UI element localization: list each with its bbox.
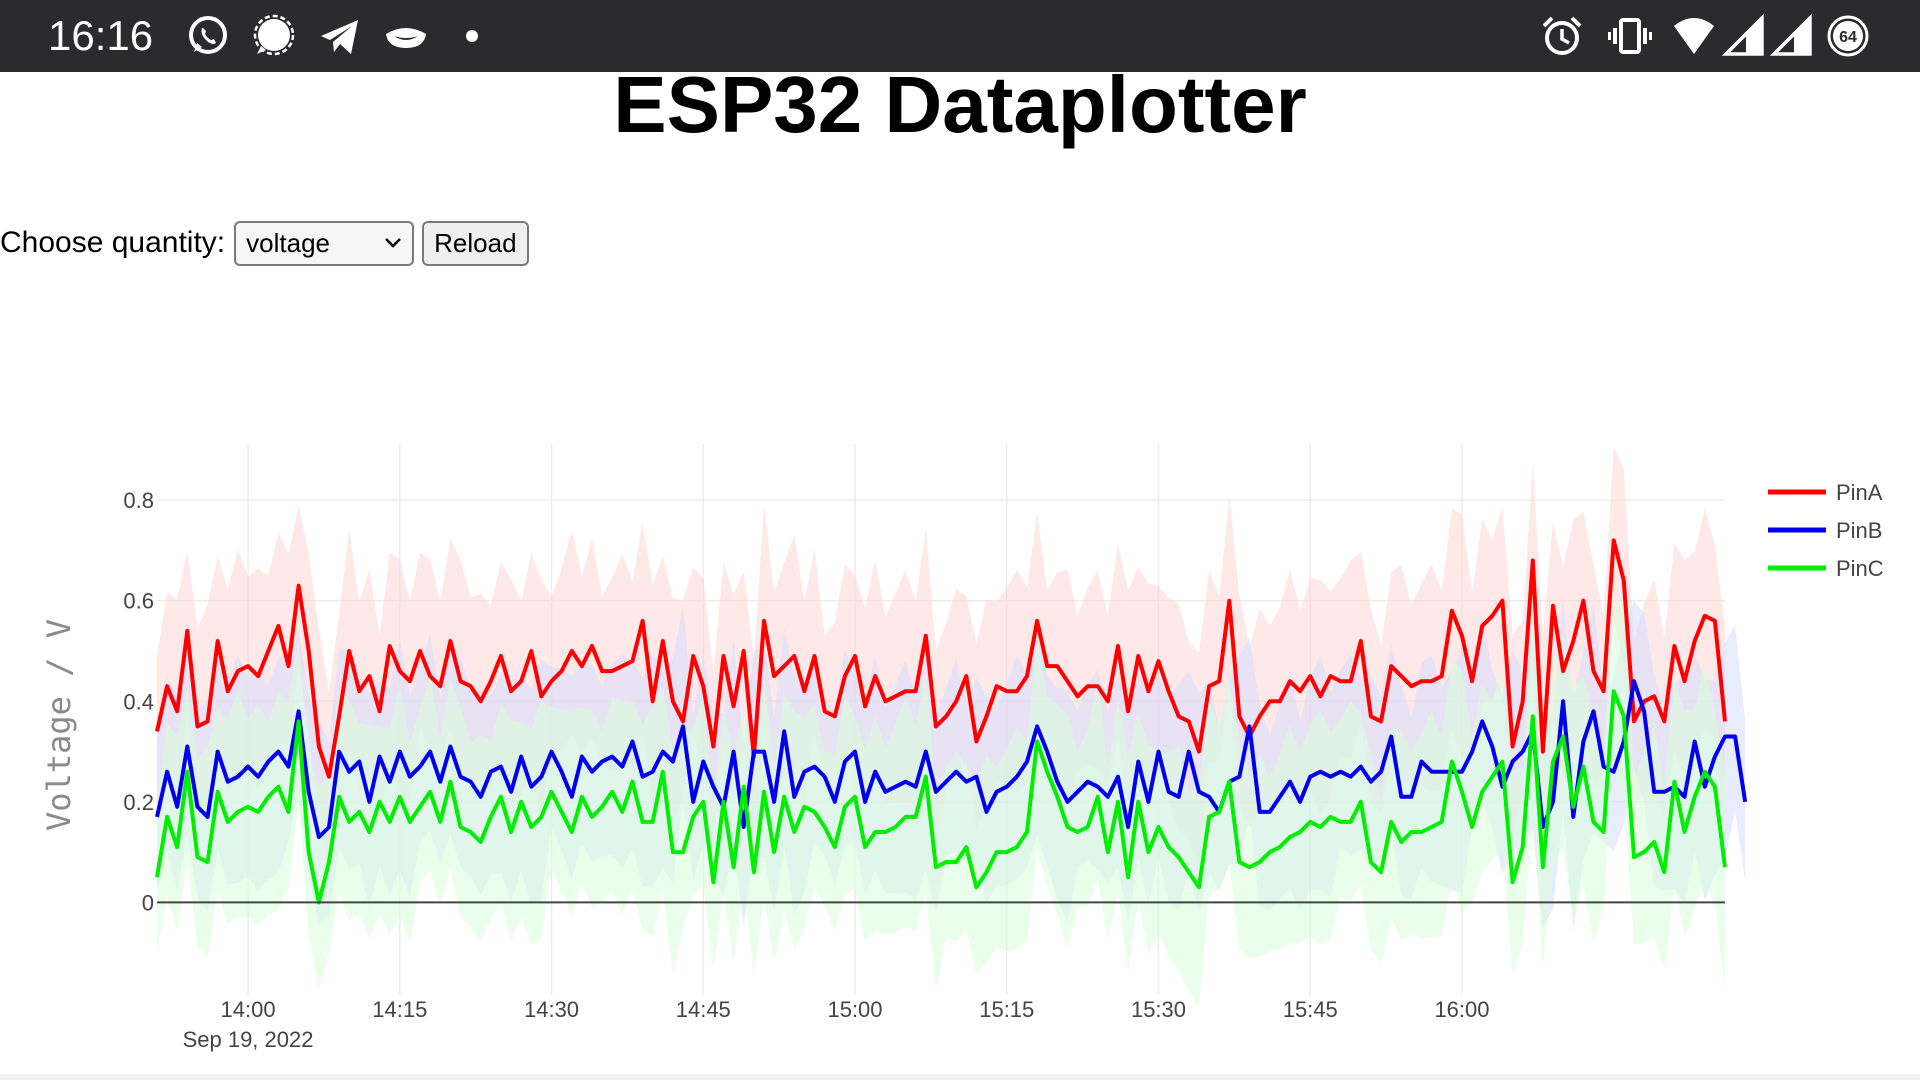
status-bar: 16:16 [0,0,1920,72]
bottom-strip [0,1074,1920,1080]
voltage-chart: 14:00 14:15 14:30 14:45 15:00 15:15 15:30 15:45… [40,444,1884,1052]
x-tick-label: 14:15 [372,997,427,1022]
chart-axes: 14:00 14:15 14:30 14:45 15:00 15:15 15:30 15:45… [123,488,1725,1052]
reload-button[interactable]: Reload [422,220,529,266]
x-tick-label: 16:00 [1434,997,1489,1022]
mask-icon [386,28,426,48]
x-tick-label: 15:15 [979,997,1034,1022]
quantity-select[interactable]: voltage [234,220,415,266]
x-tick-label: 14:45 [676,997,731,1022]
series-line-PinA [155,538,1727,779]
wifi-icon [1674,18,1714,54]
chart-legend: PinA PinB PinC [1768,480,1884,581]
whatsapp-icon [189,16,227,54]
legend-label-PinB[interactable]: PinB [1836,518,1882,543]
quantity-label: Choose quantity: [0,226,226,259]
chart-bands [157,446,1746,1010]
cell-signal-icon-2 [1770,14,1812,56]
x-tick-label: 15:45 [1283,997,1338,1022]
page-title: ESP32 Dataplotter [613,60,1307,149]
notification-dot-icon [466,30,478,42]
battery-level: 64 [1839,29,1857,46]
x-tick-label: 14:30 [524,997,579,1022]
legend-label-PinA[interactable]: PinA [1836,480,1883,505]
series-line-PinB [155,679,1748,839]
x-date-label: Sep 19, 2022 [183,1027,314,1052]
controls-row: Choose quantity: voltage Reload [0,220,529,266]
x-tick-label: 15:00 [827,997,882,1022]
y-tick-label: 0 [142,890,154,915]
signal-icon [253,14,295,56]
chevron-down-icon [385,238,402,248]
y-tick-label: 0.4 [123,689,154,714]
series-line-PinC [155,689,1727,905]
alarm-icon [1542,16,1582,55]
y-tick-label: 0.6 [123,589,154,614]
legend-label-PinC[interactable]: PinC [1836,556,1884,581]
vibrate-icon [1608,18,1652,54]
status-time: 16:16 [48,12,154,59]
battery-icon: 64 [1827,15,1869,57]
y-tick-label: 0.8 [123,488,154,513]
y-axis-label: Voltage / V [40,619,78,831]
chart-lines [155,538,1748,905]
band-PinC [157,597,1725,1010]
quantity-select-value: voltage [246,227,330,258]
x-tick-label: 14:00 [221,997,276,1022]
cell-signal-icon [1722,14,1764,56]
telegram-icon [321,20,358,54]
x-tick-label: 15:30 [1131,997,1186,1022]
y-tick-label: 0.2 [123,790,154,815]
